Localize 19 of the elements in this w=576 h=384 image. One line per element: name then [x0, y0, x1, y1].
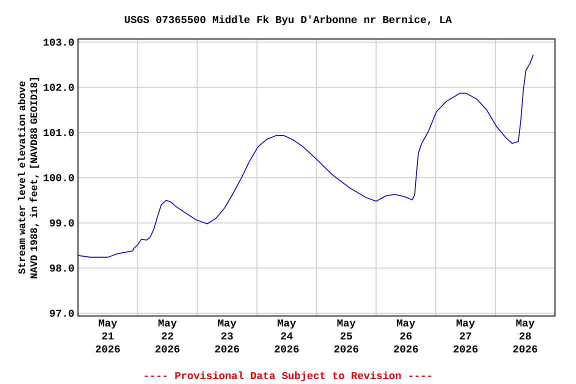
y-tick-label: 103.0: [44, 38, 74, 46]
x-tick-label: May 24 2026: [274, 320, 299, 353]
text: ---- Provisional Data Subject to Revision ----: [144, 371, 432, 382]
y-tick-label: 97.0: [50, 310, 74, 317]
y-tick-label: 100.0: [44, 174, 74, 182]
x-tick-label: May 21 2026: [96, 320, 120, 353]
y-tick-label: 99.0: [50, 219, 74, 226]
x-tick-label: May 22 2026: [155, 320, 180, 353]
y-axis-title: Stream water level elevation above NAVD 1988, in feet, [NAVD88 GEOID18]: [18, 78, 40, 278]
line-series: [78, 54, 534, 258]
x-tick-label: May 26 2026: [394, 320, 418, 353]
x-tick-label: May 23 2026: [215, 320, 240, 353]
chart-title: USGS 07365500 Middle Fk Byu D'Arbonne nr Bernice, LA: [124, 15, 452, 26]
y-tick-label: 102.0: [44, 84, 74, 91]
y-tick-label: 101.0: [44, 128, 74, 136]
y-tick-label: 98.0: [50, 264, 74, 272]
x-tick-label: May 27 2026: [454, 320, 478, 353]
x-tick-label: May 28 2026: [513, 320, 538, 353]
x-tick-label: May 25 2026: [334, 320, 358, 353]
